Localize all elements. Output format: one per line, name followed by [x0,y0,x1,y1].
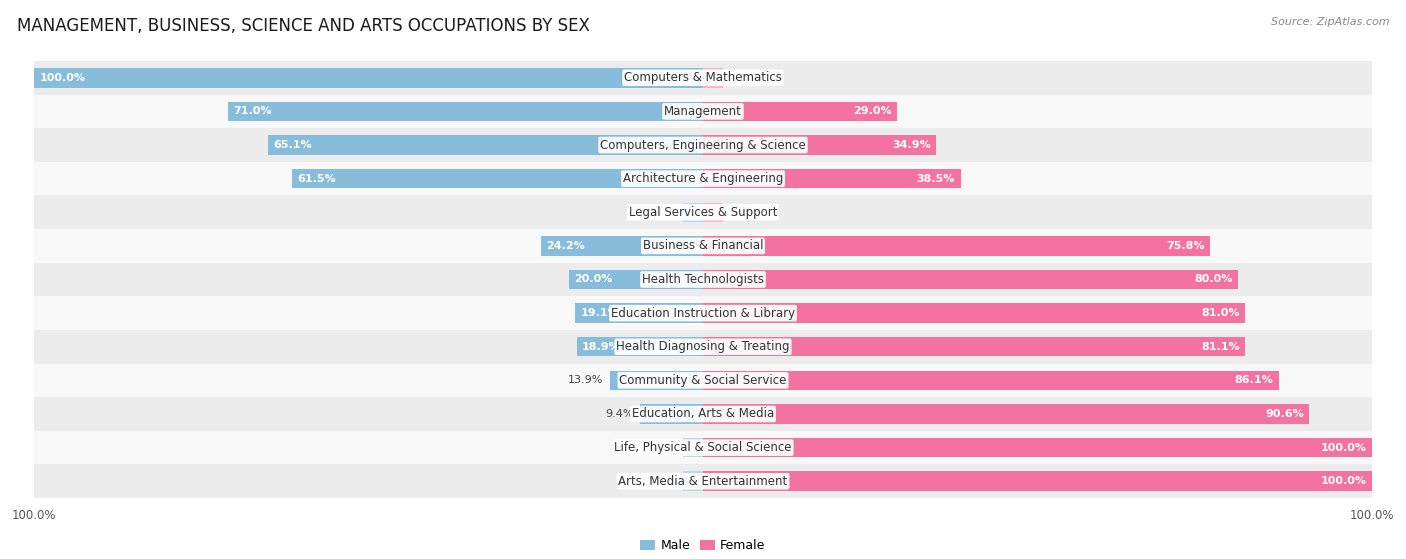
Bar [703,270,1239,289]
Bar [34,431,1372,465]
Bar [683,438,703,457]
Text: 0.0%: 0.0% [648,207,676,217]
Text: Architecture & Engineering: Architecture & Engineering [623,172,783,185]
Bar [34,263,1372,296]
Bar [34,296,1372,330]
Text: 0.0%: 0.0% [730,73,758,83]
Text: 61.5%: 61.5% [297,174,336,183]
Bar [34,61,1372,94]
Text: 13.9%: 13.9% [568,376,603,385]
Text: Source: ZipAtlas.com: Source: ZipAtlas.com [1271,17,1389,27]
Text: 18.9%: 18.9% [582,342,620,352]
Bar [703,202,723,222]
Text: 75.8%: 75.8% [1166,241,1205,251]
Text: 0.0%: 0.0% [648,476,676,486]
Bar [34,196,1372,229]
Bar [228,102,703,121]
Text: 0.0%: 0.0% [648,443,676,453]
Text: 90.6%: 90.6% [1265,409,1303,419]
Bar [610,371,703,390]
Text: 71.0%: 71.0% [233,106,271,116]
Text: Education, Arts & Media: Education, Arts & Media [631,408,775,420]
Bar [703,471,1372,491]
Text: Legal Services & Support: Legal Services & Support [628,206,778,219]
Bar [34,128,1372,162]
Text: 81.1%: 81.1% [1202,342,1240,352]
Legend: Male, Female: Male, Female [638,537,768,555]
Bar [703,169,960,188]
Bar [703,102,897,121]
Bar [640,404,703,424]
Bar [703,337,1246,357]
Text: Computers & Mathematics: Computers & Mathematics [624,71,782,84]
Text: 38.5%: 38.5% [917,174,955,183]
Text: Business & Financial: Business & Financial [643,239,763,252]
Text: Management: Management [664,105,742,118]
Text: MANAGEMENT, BUSINESS, SCIENCE AND ARTS OCCUPATIONS BY SEX: MANAGEMENT, BUSINESS, SCIENCE AND ARTS O… [17,17,589,35]
Bar [34,330,1372,363]
Bar [703,135,936,155]
Text: Arts, Media & Entertainment: Arts, Media & Entertainment [619,475,787,488]
Bar [703,304,1244,323]
Bar [34,465,1372,498]
Bar [34,397,1372,431]
Text: Health Technologists: Health Technologists [643,273,763,286]
Text: 19.1%: 19.1% [581,308,620,318]
Text: 29.0%: 29.0% [853,106,891,116]
Text: Life, Physical & Social Science: Life, Physical & Social Science [614,441,792,454]
Text: Health Diagnosing & Treating: Health Diagnosing & Treating [616,340,790,353]
Text: 0.0%: 0.0% [730,207,758,217]
Text: 34.9%: 34.9% [893,140,931,150]
Bar [575,304,703,323]
Bar [267,135,703,155]
Bar [34,363,1372,397]
Text: 24.2%: 24.2% [547,241,585,251]
Text: 81.0%: 81.0% [1201,308,1240,318]
Bar [703,371,1279,390]
Bar [683,202,703,222]
Text: 100.0%: 100.0% [39,73,86,83]
Bar [703,404,1309,424]
Bar [34,68,703,88]
Text: 20.0%: 20.0% [575,274,613,285]
Bar [576,337,703,357]
Bar [683,471,703,491]
Text: 86.1%: 86.1% [1234,376,1274,385]
Text: Computers, Engineering & Science: Computers, Engineering & Science [600,139,806,151]
Text: 80.0%: 80.0% [1194,274,1233,285]
Bar [703,438,1372,457]
Text: 100.0%: 100.0% [1320,476,1367,486]
Bar [703,68,723,88]
Bar [569,270,703,289]
Text: Community & Social Service: Community & Social Service [619,374,787,387]
Bar [541,236,703,255]
Text: Education Instruction & Library: Education Instruction & Library [612,307,794,320]
Bar [34,162,1372,196]
Text: 100.0%: 100.0% [1320,443,1367,453]
Text: 9.4%: 9.4% [605,409,634,419]
Bar [34,229,1372,263]
Text: 65.1%: 65.1% [273,140,312,150]
Bar [703,236,1211,255]
Bar [291,169,703,188]
Bar [34,94,1372,128]
